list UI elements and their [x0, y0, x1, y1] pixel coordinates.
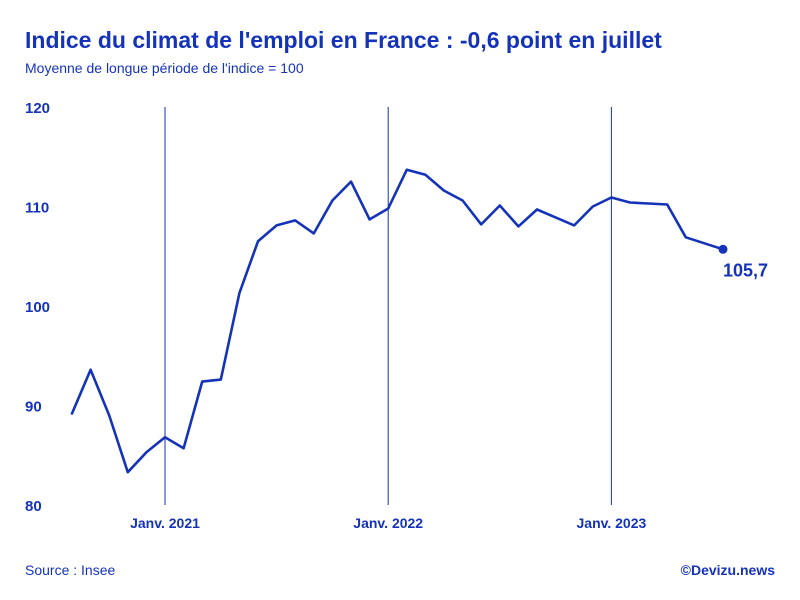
chart-title: Indice du climat de l'emploi en France :… — [25, 27, 662, 53]
y-tick-label: 100 — [25, 299, 50, 316]
source-note: Source : Insee — [25, 562, 116, 578]
chart-subtitle: Moyenne de longue période de l'indice = … — [25, 60, 304, 76]
brand-credit: ©Devizu.news — [680, 562, 775, 578]
x-tick-label: Janv. 2021 — [130, 515, 200, 531]
x-tick-label: Janv. 2023 — [577, 515, 647, 531]
x-axis-labels: Janv. 2021 Janv. 2022 Janv. 2023 — [130, 515, 646, 531]
last-value-marker — [718, 244, 728, 254]
y-tick-label: 110 — [25, 200, 49, 217]
january-gridlines — [164, 107, 612, 505]
x-tick-label: Janv. 2022 — [353, 515, 423, 531]
series-line — [70, 168, 725, 474]
y-tick-label: 120 — [25, 100, 50, 117]
y-axis-labels: 120 110 100 90 80 — [25, 100, 50, 515]
y-tick-label: 90 — [25, 399, 42, 416]
last-value-label: 105,7 — [723, 260, 768, 280]
data-points — [70, 168, 725, 474]
y-tick-label: 80 — [25, 498, 42, 515]
